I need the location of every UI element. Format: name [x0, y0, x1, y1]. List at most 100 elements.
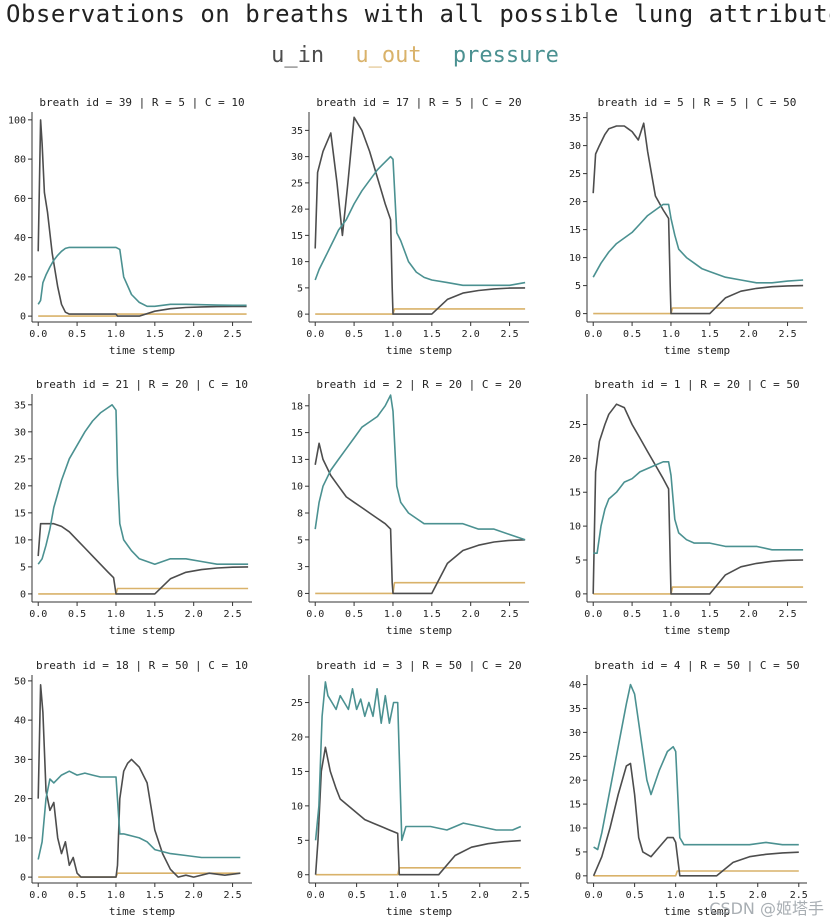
x-tick-label: 2.0 [185, 329, 203, 340]
x-tick-label: 1.5 [701, 329, 719, 340]
y-tick-label: 10 [291, 482, 303, 493]
x-tick-label: 0.0 [29, 890, 47, 901]
y-tick-label: 10 [569, 253, 581, 264]
x-tick-label: 0.5 [68, 329, 86, 340]
x-tick-label: 1.5 [423, 609, 441, 620]
series-line-u-out [593, 586, 804, 595]
x-axis-label: time stemp [386, 344, 452, 357]
y-tick-label: 30 [14, 755, 26, 766]
y-tick-label: 20 [569, 197, 581, 208]
chart-6: breath id = 1 | R = 20 | C = 50 0 5 10 15 20 2… [569, 378, 807, 637]
y-tick-label: 30 [14, 427, 26, 438]
x-tick-label: 0.5 [626, 890, 644, 901]
y-tick-label: 5 [575, 847, 581, 858]
y-tick-label: 25 [291, 178, 303, 189]
y-tick-label: 0 [20, 312, 26, 323]
y-tick-label: 5 [297, 283, 303, 294]
x-tick-label: 0.5 [68, 890, 86, 901]
x-tick-label: 2.0 [185, 609, 203, 620]
x-axis-label: time stemp [386, 624, 452, 637]
y-tick-label: 0 [575, 871, 581, 882]
page-title: Observations on breaths with all possibl… [6, 0, 830, 28]
y-tick-label: 15 [291, 231, 303, 242]
y-tick-label: 100 [8, 115, 26, 126]
x-tick-label: 0.0 [307, 890, 325, 901]
series-line-pressure [37, 246, 247, 308]
chart-8: breath id = 3 | R = 50 | C = 20 0 5 10 15 20 2… [291, 659, 530, 918]
x-tick-label: 1.5 [146, 890, 164, 901]
y-tick-label: 5 [297, 535, 303, 546]
series-line-pressure [37, 770, 241, 860]
x-tick-label: 0.5 [345, 609, 363, 620]
chart-7: breath id = 18 | R = 50 | C = 10 0 10 20 30 4… [14, 659, 252, 918]
y-tick-label: 5 [297, 836, 303, 847]
y-tick-label: 30 [291, 152, 303, 163]
y-tick-label: 0 [297, 870, 303, 881]
x-tick-label: 0.5 [345, 329, 363, 340]
x-tick-label: 1.5 [701, 609, 719, 620]
y-tick-label: 40 [14, 233, 26, 244]
series-line-u-out [593, 307, 804, 315]
x-axis-label: time stemp [109, 344, 175, 357]
x-tick-label: 1.0 [107, 609, 125, 620]
chart-5: breath id = 2 | R = 20 | C = 20 0 3 5 8 10 13 1… [291, 378, 529, 637]
chart-title: breath id = 5 | R = 5 | C = 50 [598, 96, 797, 109]
series-line-u-in [37, 119, 247, 317]
legend-item-u-out: u_out [355, 43, 422, 68]
y-tick-label: 20 [14, 794, 26, 805]
chart-3: breath id = 5 | R = 5 | C = 50 0 5 10 15 20 25… [569, 96, 807, 357]
x-tick-label: 1.5 [430, 890, 448, 901]
y-tick-label: 13 [291, 455, 303, 466]
x-tick-label: 2.0 [185, 890, 203, 901]
y-tick-label: 60 [14, 194, 26, 205]
x-tick-label: 1.0 [662, 329, 680, 340]
x-tick-label: 0.5 [348, 890, 366, 901]
series-line-u-out [315, 581, 526, 595]
y-tick-label: 0 [20, 589, 26, 600]
y-tick-label: 0 [297, 589, 303, 600]
series-line-u-in [314, 116, 526, 315]
series-line-pressure [37, 403, 249, 566]
y-tick-label: 20 [569, 776, 581, 787]
chart-title: breath id = 2 | R = 20 | C = 20 [316, 378, 521, 391]
x-tick-label: 2.5 [224, 609, 242, 620]
y-tick-label: 25 [291, 698, 303, 709]
y-tick-label: 25 [14, 454, 26, 465]
y-tick-label: 80 [14, 155, 26, 166]
y-tick-label: 40 [569, 680, 581, 691]
x-tick-label: 2.0 [462, 609, 480, 620]
y-tick-label: 50 [14, 676, 26, 687]
series-line-u-out [315, 866, 521, 876]
y-tick-label: 15 [291, 428, 303, 439]
y-tick-label: 10 [14, 833, 26, 844]
x-axis-label: time stemp [664, 624, 730, 637]
legend-item-pressure: pressure [452, 43, 559, 68]
series-line-u-in [592, 403, 804, 595]
y-tick-label: 25 [569, 752, 581, 763]
x-tick-label: 0.0 [585, 890, 603, 901]
y-tick-label: 20 [14, 481, 26, 492]
legend-item-u-in: u_in [271, 43, 325, 68]
x-tick-label: 1.5 [146, 609, 164, 620]
x-tick-label: 0.0 [584, 329, 602, 340]
x-tick-label: 2.5 [790, 890, 808, 901]
x-tick-label: 1.0 [384, 329, 402, 340]
chart-title: breath id = 39 | R = 5 | C = 10 [39, 96, 244, 109]
x-tick-label: 0.5 [68, 609, 86, 620]
x-tick-label: 0.5 [623, 609, 641, 620]
y-tick-label: 30 [569, 141, 581, 152]
x-axis-label: time stemp [109, 905, 175, 918]
y-tick-label: 0 [575, 309, 581, 320]
y-tick-label: 15 [291, 767, 303, 778]
x-tick-label: 0.0 [306, 329, 324, 340]
legend: u_in u_out pressure [0, 43, 830, 68]
chart-title: breath id = 21 | R = 20 | C = 10 [36, 378, 248, 391]
series-line-u-in [592, 122, 804, 315]
y-tick-label: 10 [569, 522, 581, 533]
y-tick-label: 10 [291, 257, 303, 268]
x-tick-label: 2.5 [512, 890, 530, 901]
x-tick-label: 1.0 [667, 890, 685, 901]
y-tick-label: 3 [297, 562, 303, 573]
x-tick-label: 1.0 [662, 609, 680, 620]
